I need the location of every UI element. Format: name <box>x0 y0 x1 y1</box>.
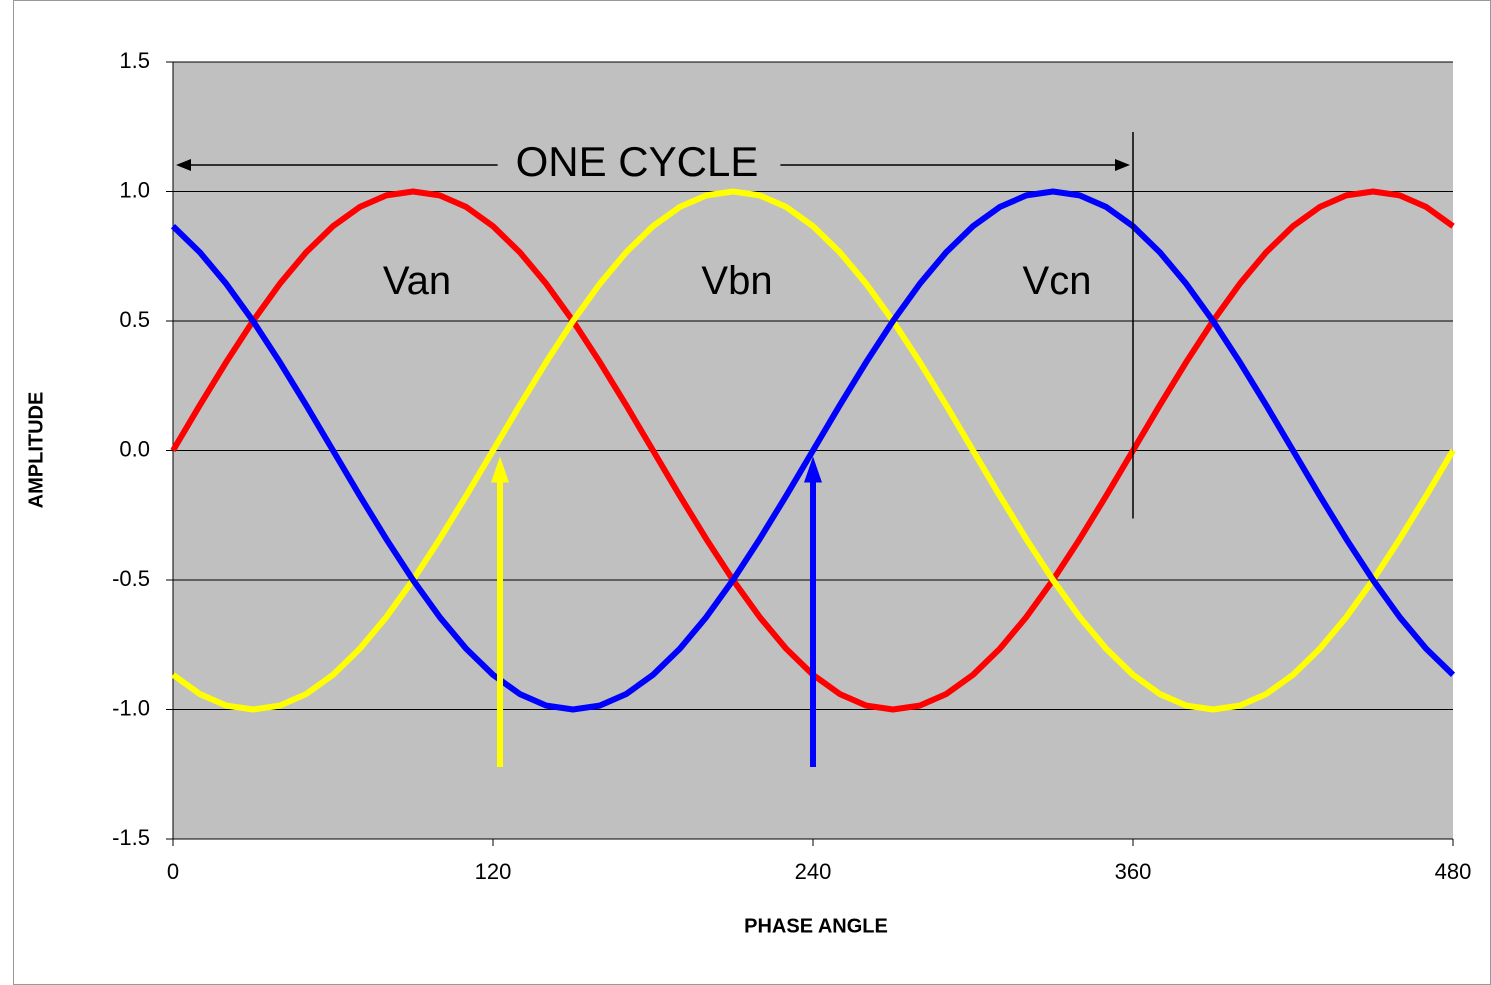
x-axis-title: PHASE ANGLE <box>744 915 888 937</box>
y-tick-label: 0.0 <box>119 436 150 461</box>
yellow-arrow-head <box>491 456 509 483</box>
y-tick-label: 0.5 <box>119 307 150 332</box>
series-label: Van <box>383 259 451 303</box>
y-tick-label: -0.5 <box>112 566 150 591</box>
y-tick-label: -1.5 <box>112 825 150 850</box>
cycle-arrow-head <box>176 159 191 171</box>
x-tick-label: 120 <box>475 859 512 884</box>
y-tick-label: -1.0 <box>112 695 150 720</box>
series-line <box>171 188 1456 713</box>
series-label: Vbn <box>701 259 772 303</box>
y-tick-label: 1.0 <box>119 177 150 202</box>
y-axis-title: AMPLITUDE <box>25 392 47 509</box>
y-tick-label: 1.5 <box>119 48 150 73</box>
cycle-arrow-head <box>1115 159 1130 171</box>
x-tick-label: 360 <box>1115 859 1152 884</box>
x-tick-label: 480 <box>1435 859 1472 884</box>
blue-arrow-head <box>804 456 822 483</box>
x-tick-label: 0 <box>167 859 179 884</box>
series-line <box>170 188 1456 713</box>
annotation: ONE CYCLE <box>516 138 759 185</box>
series-label: Vcn <box>1023 259 1092 303</box>
x-tick-label: 240 <box>795 859 832 884</box>
